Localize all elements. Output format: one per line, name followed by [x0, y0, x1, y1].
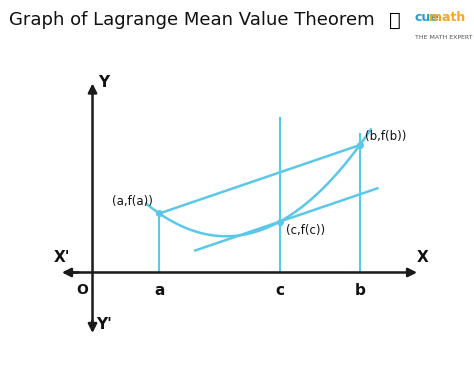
Text: THE MATH EXPERT: THE MATH EXPERT	[415, 35, 472, 40]
Text: Graph of Lagrange Mean Value Theorem: Graph of Lagrange Mean Value Theorem	[9, 11, 375, 29]
Text: (c,f(c)): (c,f(c))	[286, 224, 326, 236]
Text: X': X'	[54, 250, 71, 265]
Text: (b,f(b)): (b,f(b))	[365, 130, 407, 143]
Text: c: c	[275, 283, 284, 298]
Text: 🚀: 🚀	[389, 11, 401, 30]
Text: X: X	[416, 250, 428, 265]
Text: b: b	[355, 283, 365, 298]
Text: Y: Y	[98, 75, 109, 90]
Text: a: a	[154, 283, 164, 298]
Text: cue: cue	[415, 11, 439, 24]
Text: O: O	[76, 283, 88, 297]
Text: Y': Y'	[96, 317, 111, 333]
Text: math: math	[429, 11, 465, 24]
Text: (a,f(a)): (a,f(a))	[112, 195, 153, 208]
